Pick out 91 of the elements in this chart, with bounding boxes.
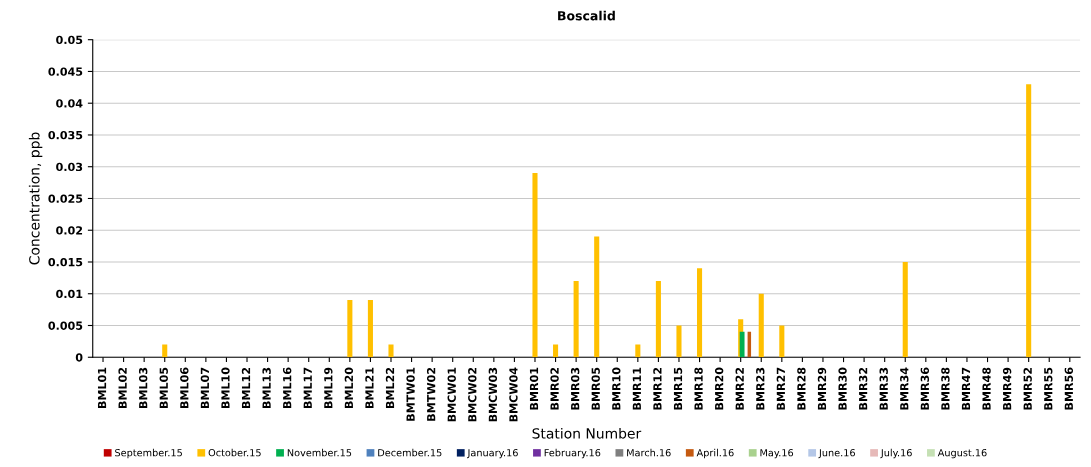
x-tick-label: BML19 xyxy=(324,367,333,409)
x-tick-label: BMR12 xyxy=(653,367,662,410)
bar xyxy=(388,344,394,358)
x-tick-label: BML07 xyxy=(200,367,210,409)
x-tick-label: BMCW02 xyxy=(468,367,477,422)
x-tick-label: BMR29 xyxy=(817,367,827,410)
bar xyxy=(573,281,579,358)
bar xyxy=(594,236,600,358)
y-tick-label: 0.01 xyxy=(56,289,83,299)
x-tick-label: BMR47 xyxy=(961,367,971,410)
legend-label: November.15 xyxy=(287,448,352,457)
bar xyxy=(1026,84,1032,358)
legend-label: September.15 xyxy=(115,448,182,459)
x-tick-label: BMR30 xyxy=(838,367,847,410)
x-tick-label: BML06 xyxy=(180,367,189,409)
bar xyxy=(367,300,373,358)
x-tick-label: BML22 xyxy=(385,367,395,409)
x-tick-label: BMCW04 xyxy=(509,367,518,422)
bar xyxy=(779,325,785,358)
legend-label: July.16 xyxy=(880,448,912,459)
y-tick-label: 0.045 xyxy=(48,67,83,76)
bar xyxy=(697,268,703,358)
x-tick-label: BMR05 xyxy=(591,367,600,410)
x-tick-label: BMR23 xyxy=(756,367,765,410)
bar xyxy=(162,344,168,358)
x-tick-label: BMTW02 xyxy=(426,367,436,421)
x-tick-label: BMR18 xyxy=(694,367,703,410)
legend-label: December.15 xyxy=(378,448,442,457)
x-tick-label: BMR52 xyxy=(1023,367,1032,410)
x-tick-label: BML20 xyxy=(344,367,354,409)
x-tick-label: BMR48 xyxy=(982,367,991,410)
x-tick-label: BMR28 xyxy=(797,367,806,410)
x-tick-label: BML01 xyxy=(97,367,107,409)
x-tick-label: BMCW01 xyxy=(447,367,456,422)
x-tick-label: BMR49 xyxy=(1002,367,1012,410)
y-tick-label: 0.005 xyxy=(48,321,83,330)
legend-label: October.15 xyxy=(208,448,261,457)
y-tick-label: 0.02 xyxy=(56,226,83,235)
x-tick-label: BMR15 xyxy=(673,367,683,410)
x-tick-label: BMR36 xyxy=(920,367,930,410)
bar xyxy=(553,344,559,358)
x-tick-label: BMR56 xyxy=(1064,367,1074,410)
x-tick-label: BMR03 xyxy=(570,367,580,410)
x-tick-label: BMTW01 xyxy=(406,367,415,421)
y-tick-label: 0.035 xyxy=(48,130,83,140)
y-tick-label: 0.05 xyxy=(56,35,83,45)
bar xyxy=(676,325,682,358)
x-tick-label: BML17 xyxy=(303,367,312,409)
x-axis-title: Station Number xyxy=(532,427,642,439)
legend-label: April.16 xyxy=(696,448,734,459)
x-tick-label: BMR34 xyxy=(900,367,909,410)
x-tick-label: BMR38 xyxy=(941,367,950,410)
bar xyxy=(758,293,764,358)
x-tick-label: BMR27 xyxy=(776,367,785,410)
x-tick-label: BML02 xyxy=(118,367,127,409)
y-tick-label: 0.03 xyxy=(56,162,83,172)
y-axis-title: Concentration, ppb xyxy=(28,132,43,265)
x-tick-label: BML21 xyxy=(365,367,374,409)
x-tick-label: BMR33 xyxy=(879,367,888,410)
x-tick-label: BML13 xyxy=(262,367,271,409)
x-tick-label: BMR02 xyxy=(550,367,559,410)
chart-title: Boscalid xyxy=(558,10,615,21)
y-tick-label: 0 xyxy=(75,353,83,362)
x-tick-label: BMR10 xyxy=(612,367,621,410)
y-tick-label: 0.015 xyxy=(48,257,83,267)
x-tick-label: BMR32 xyxy=(858,367,868,410)
legend-label: February.16 xyxy=(544,448,601,459)
x-tick-label: BMCW03 xyxy=(488,367,498,422)
legend-label: May.16 xyxy=(760,449,794,459)
y-tick-label: 0.04 xyxy=(56,99,83,108)
bar xyxy=(532,173,538,358)
x-tick-label: BML03 xyxy=(138,367,148,409)
bar xyxy=(902,261,908,358)
x-tick-label: BMR20 xyxy=(714,367,724,410)
bar xyxy=(655,281,661,358)
x-tick-label: BML16 xyxy=(282,367,292,409)
legend-label: August.16 xyxy=(937,449,987,459)
bar xyxy=(635,344,641,358)
x-tick-label: BMR01 xyxy=(529,367,539,410)
legend-label: January.16 xyxy=(467,449,518,459)
x-tick-label: BMR55 xyxy=(1044,367,1053,410)
y-tick-label: 0.025 xyxy=(48,194,83,203)
x-tick-label: BMR11 xyxy=(632,367,641,410)
legend-label: March.16 xyxy=(627,448,671,457)
x-tick-label: BML10 xyxy=(221,367,230,409)
x-tick-label: BML12 xyxy=(241,367,251,409)
x-tick-label: BMR22 xyxy=(735,367,744,410)
bar xyxy=(739,331,745,358)
legend-label: June.16 xyxy=(818,449,855,459)
bar xyxy=(347,300,353,358)
x-tick-label: BML05 xyxy=(159,367,168,409)
